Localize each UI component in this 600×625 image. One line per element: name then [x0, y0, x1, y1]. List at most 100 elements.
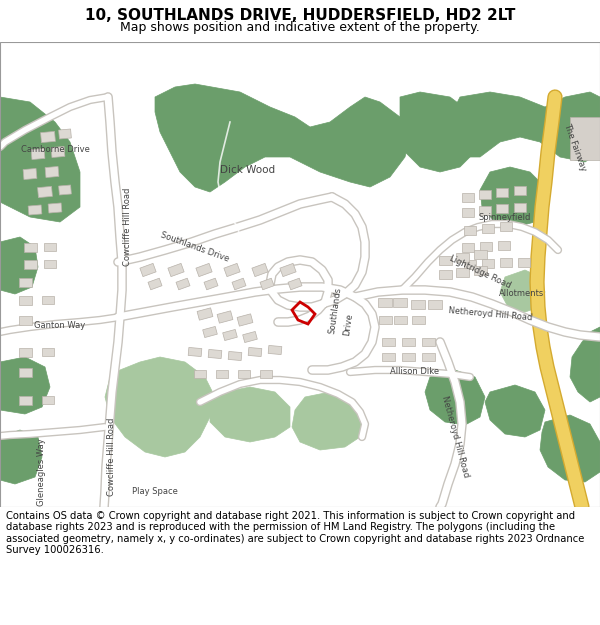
Polygon shape	[176, 278, 190, 290]
Polygon shape	[19, 396, 32, 404]
Polygon shape	[473, 266, 487, 274]
Polygon shape	[480, 241, 492, 251]
Polygon shape	[28, 205, 42, 215]
Polygon shape	[462, 242, 474, 251]
Polygon shape	[148, 278, 162, 290]
Polygon shape	[485, 385, 545, 437]
Polygon shape	[42, 396, 54, 404]
Polygon shape	[23, 169, 37, 179]
Polygon shape	[428, 299, 442, 309]
Polygon shape	[394, 316, 407, 324]
Polygon shape	[217, 311, 233, 323]
Polygon shape	[496, 204, 508, 212]
Polygon shape	[482, 259, 494, 268]
Polygon shape	[197, 308, 213, 320]
Text: Netheroyd Hill Road: Netheroyd Hill Road	[440, 395, 470, 479]
Polygon shape	[401, 338, 415, 346]
Text: Ganton Way: Ganton Way	[34, 321, 86, 329]
Polygon shape	[216, 370, 228, 378]
Text: Allison Dike: Allison Dike	[391, 368, 440, 376]
Polygon shape	[0, 430, 42, 484]
Polygon shape	[382, 353, 395, 361]
Polygon shape	[425, 370, 485, 425]
Polygon shape	[411, 299, 425, 309]
Polygon shape	[105, 357, 215, 457]
Polygon shape	[514, 186, 526, 194]
Polygon shape	[224, 263, 240, 277]
Polygon shape	[228, 351, 242, 361]
Polygon shape	[238, 370, 250, 378]
Polygon shape	[19, 348, 32, 356]
Polygon shape	[473, 249, 487, 259]
Text: Lightridge Road: Lightridge Road	[448, 254, 512, 290]
Polygon shape	[401, 353, 415, 361]
Polygon shape	[44, 260, 56, 268]
Polygon shape	[500, 221, 512, 231]
Polygon shape	[268, 346, 282, 354]
Polygon shape	[540, 415, 600, 482]
Text: Dick Wood: Dick Wood	[220, 165, 275, 175]
Polygon shape	[570, 117, 600, 160]
Polygon shape	[248, 348, 262, 356]
Text: 10, SOUTHLANDS DRIVE, HUDDERSFIELD, HD2 2LT: 10, SOUTHLANDS DRIVE, HUDDERSFIELD, HD2 …	[85, 8, 515, 23]
Polygon shape	[51, 146, 65, 158]
Polygon shape	[260, 278, 274, 290]
Polygon shape	[480, 167, 545, 227]
Text: Southlands: Southlands	[327, 286, 343, 334]
Polygon shape	[232, 278, 246, 290]
Text: Cowcliffe Hill Road: Cowcliffe Hill Road	[124, 188, 133, 266]
Polygon shape	[196, 263, 212, 277]
Text: Camborne Drive: Camborne Drive	[20, 146, 89, 154]
Polygon shape	[292, 392, 365, 450]
Text: Map shows position and indicative extent of the property.: Map shows position and indicative extent…	[120, 21, 480, 34]
Polygon shape	[237, 314, 253, 326]
Polygon shape	[45, 166, 59, 177]
Polygon shape	[140, 263, 156, 277]
Polygon shape	[464, 259, 476, 269]
Text: Gleneagles Way: Gleneagles Way	[37, 438, 47, 506]
Polygon shape	[479, 189, 491, 199]
Polygon shape	[500, 258, 512, 266]
Polygon shape	[450, 92, 600, 162]
Text: Play Space: Play Space	[132, 488, 178, 496]
Polygon shape	[252, 263, 268, 277]
Text: Southlands Drive: Southlands Drive	[160, 231, 230, 264]
Polygon shape	[462, 192, 474, 201]
Polygon shape	[455, 268, 469, 276]
Text: Contains OS data © Crown copyright and database right 2021. This information is : Contains OS data © Crown copyright and d…	[6, 511, 584, 556]
Polygon shape	[462, 208, 474, 216]
Polygon shape	[518, 258, 530, 266]
Polygon shape	[400, 92, 480, 172]
Polygon shape	[48, 203, 62, 213]
Polygon shape	[23, 242, 37, 251]
Polygon shape	[439, 256, 452, 264]
Polygon shape	[455, 253, 469, 261]
Polygon shape	[496, 188, 508, 196]
Polygon shape	[421, 338, 434, 346]
Polygon shape	[379, 316, 392, 324]
Polygon shape	[500, 270, 545, 312]
Polygon shape	[168, 263, 184, 277]
Polygon shape	[514, 202, 526, 211]
Polygon shape	[19, 316, 32, 324]
Polygon shape	[260, 370, 272, 378]
Polygon shape	[382, 338, 395, 346]
Polygon shape	[378, 298, 392, 306]
Polygon shape	[42, 348, 54, 356]
Polygon shape	[19, 296, 32, 304]
Polygon shape	[59, 129, 71, 139]
Text: The Fairway: The Fairway	[562, 122, 588, 172]
Polygon shape	[479, 206, 491, 214]
Polygon shape	[412, 316, 425, 324]
Polygon shape	[464, 226, 476, 234]
Polygon shape	[0, 97, 80, 222]
Polygon shape	[498, 241, 510, 249]
Polygon shape	[421, 353, 434, 361]
Polygon shape	[242, 331, 257, 342]
Polygon shape	[42, 296, 54, 304]
Text: Drive: Drive	[342, 312, 354, 336]
Polygon shape	[19, 278, 32, 286]
Polygon shape	[41, 131, 55, 142]
Polygon shape	[203, 326, 217, 338]
Polygon shape	[570, 327, 600, 402]
